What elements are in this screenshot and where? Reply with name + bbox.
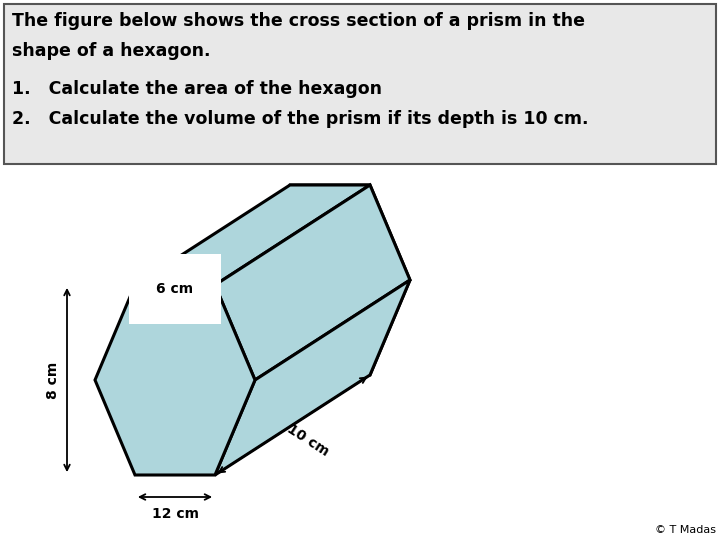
Text: 2.   Calculate the volume of the prism if its depth is 10 cm.: 2. Calculate the volume of the prism if … [12,110,588,128]
Text: 1.   Calculate the area of the hexagon: 1. Calculate the area of the hexagon [12,80,382,98]
Text: 8 cm: 8 cm [46,361,60,399]
FancyBboxPatch shape [4,4,716,164]
Polygon shape [215,185,410,380]
Text: 12 cm: 12 cm [151,507,199,521]
Polygon shape [250,185,410,375]
Text: 6 cm: 6 cm [156,282,194,296]
Polygon shape [95,285,255,475]
Text: © T Madas: © T Madas [655,525,716,535]
Text: 10 cm: 10 cm [284,421,331,458]
Text: shape of a hexagon.: shape of a hexagon. [12,42,210,60]
Polygon shape [135,185,370,285]
Polygon shape [215,280,410,475]
Text: The figure below shows the cross section of a prism in the: The figure below shows the cross section… [12,12,585,30]
